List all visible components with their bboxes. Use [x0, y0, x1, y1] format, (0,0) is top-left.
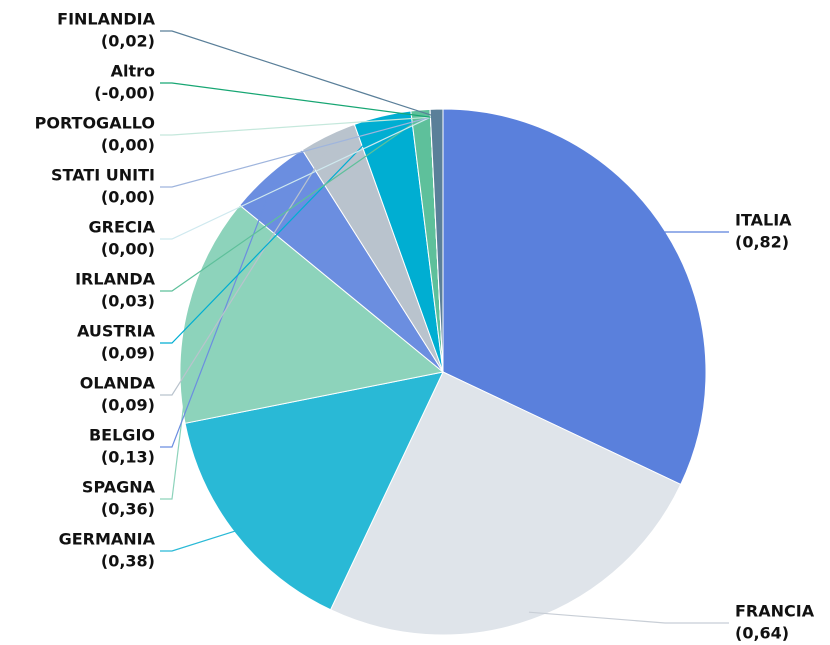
- leader-line: [160, 142, 332, 396]
- value-label: (0,00): [101, 188, 155, 207]
- value-label: (0,03): [101, 292, 155, 311]
- category-label: AUSTRIA: [77, 322, 156, 341]
- value-label: (0,00): [101, 240, 155, 259]
- category-label: BELGIO: [89, 426, 155, 445]
- pie-slice: [442, 108, 707, 486]
- category-label: GRECIA: [89, 218, 156, 237]
- category-label: PORTOGALLO: [35, 114, 155, 133]
- leader-line: [160, 528, 243, 552]
- pie-slice: [429, 108, 444, 373]
- leader-line: [658, 231, 729, 237]
- value-label: (0,09): [101, 344, 155, 363]
- leader-line: [160, 116, 431, 188]
- value-label: (0,02): [101, 32, 155, 51]
- category-label: SPAGNA: [82, 478, 156, 497]
- category-label: ITALIA: [735, 211, 792, 230]
- value-label: (0,82): [735, 233, 789, 252]
- value-label: (0,64): [735, 624, 789, 643]
- leader-line: [160, 116, 431, 136]
- value-label: (0,36): [101, 500, 155, 519]
- category-label: GERMANIA: [59, 530, 156, 549]
- leader-line: [160, 116, 431, 240]
- category-label: FINLANDIA: [57, 10, 155, 29]
- value-label: (0,09): [101, 396, 155, 415]
- category-label: OLANDA: [80, 374, 156, 393]
- category-label: IRLANDA: [75, 270, 156, 289]
- value-label: (0,38): [101, 552, 155, 571]
- category-label: FRANCIA: [735, 602, 815, 621]
- leader-line: [160, 309, 197, 500]
- category-label: STATI UNITI: [51, 166, 155, 185]
- pie-slice: [179, 204, 445, 424]
- value-label: (0,13): [101, 448, 155, 467]
- leader-line: [160, 180, 275, 448]
- category-label: Altro: [111, 62, 155, 81]
- leader-line: [160, 30, 437, 118]
- value-label: (-0,00): [94, 84, 155, 103]
- pie-slice: [329, 371, 682, 636]
- leader-line: [160, 82, 431, 118]
- pie-slice: [184, 371, 444, 611]
- leader-line: [528, 611, 729, 624]
- value-label: (0,00): [101, 136, 155, 155]
- leader-line: [160, 123, 385, 344]
- leader-line: [160, 117, 422, 292]
